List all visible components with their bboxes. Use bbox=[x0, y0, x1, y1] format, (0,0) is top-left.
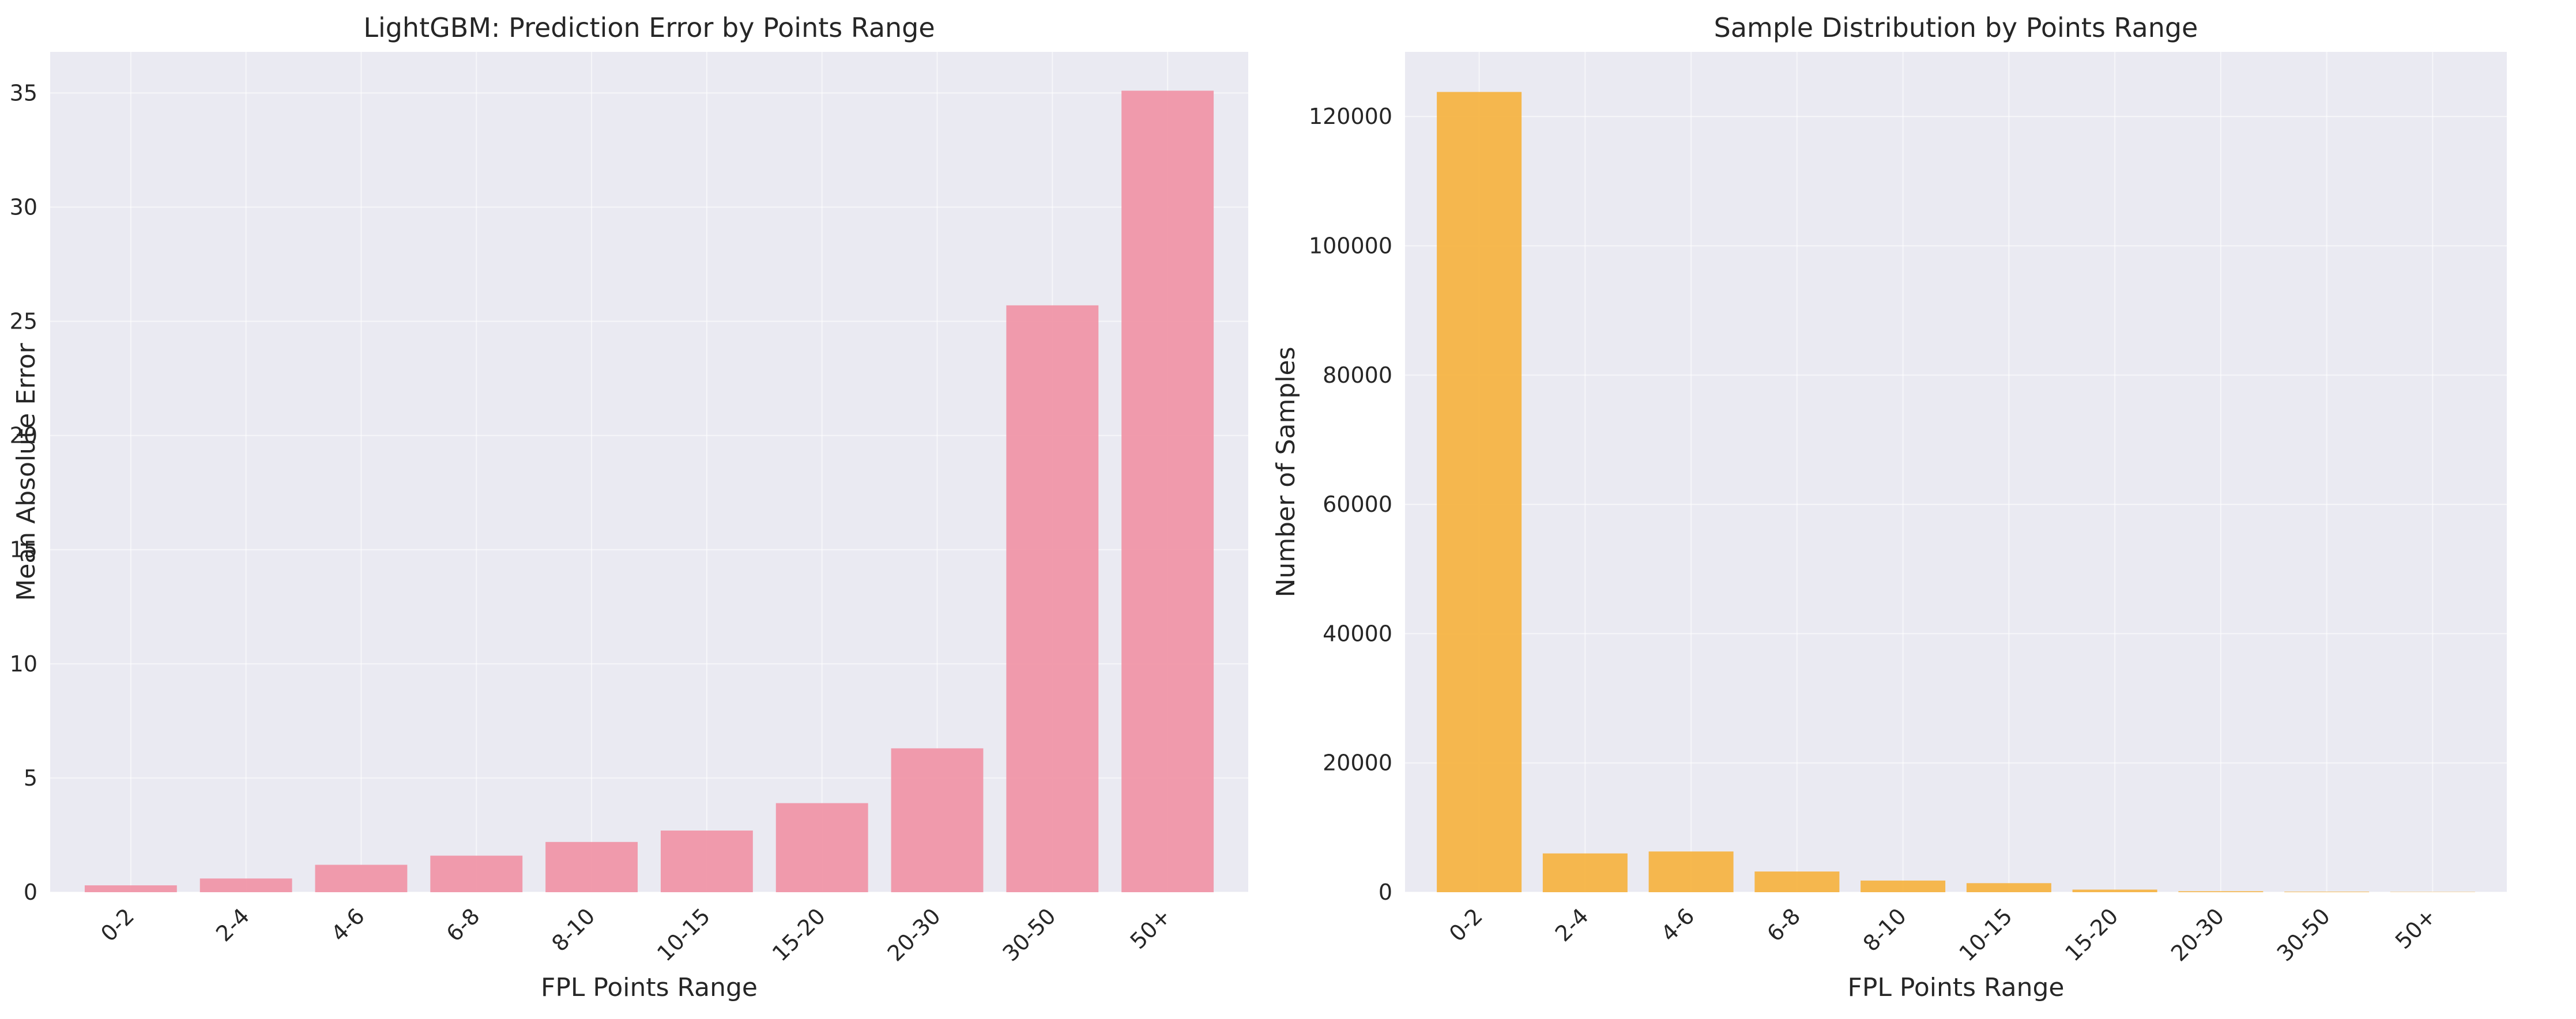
y-tick-label: 25 bbox=[10, 309, 37, 334]
bar-10-15 bbox=[1966, 883, 2051, 892]
bar-50+ bbox=[1121, 90, 1214, 892]
x-tick-label: 50+ bbox=[2390, 903, 2441, 954]
y-tick-label: 10 bbox=[10, 651, 37, 677]
x-tick-label: 15-20 bbox=[2060, 903, 2123, 966]
y-tick-label: 15 bbox=[10, 537, 37, 563]
chart-panel-1: 0 5 10 15 20 25 30 35 0-2 2-4 4-6 6-8 8-10 10-15 15-20… bbox=[10, 12, 1248, 1002]
bar-30-50 bbox=[1006, 305, 1099, 892]
x-tick-label: 4-6 bbox=[326, 903, 370, 946]
bar-20-30 bbox=[891, 748, 984, 892]
y-tick-label: 5 bbox=[24, 765, 37, 791]
x-tick-label: 50+ bbox=[1125, 903, 1176, 954]
x-axis-label-1: FPL Points Range bbox=[541, 973, 758, 1002]
x-tick-label: 0-2 bbox=[96, 903, 139, 946]
bar-8-10 bbox=[545, 841, 638, 892]
x-tick-label: 4-6 bbox=[1656, 903, 1699, 946]
y-axis-label-1: Mean Absolute Error bbox=[12, 342, 41, 601]
bar-2-4 bbox=[199, 878, 292, 892]
bar-2-4 bbox=[1542, 853, 1628, 892]
bar-8-10 bbox=[1861, 880, 1946, 892]
chart-title-2: Sample Distribution by Points Range bbox=[1714, 12, 2198, 43]
y-tick-label: 35 bbox=[10, 80, 37, 105]
bar-20-30 bbox=[2178, 891, 2264, 892]
x-tick-label: 10-15 bbox=[1954, 903, 2017, 966]
x-tick-label: 30-50 bbox=[997, 903, 1060, 966]
y-tick-label: 40000 bbox=[1323, 621, 1392, 646]
x-tick-label: 6-8 bbox=[1762, 903, 1805, 946]
x-tick-label: 30-50 bbox=[2272, 903, 2335, 966]
x-tick-label: 2-4 bbox=[211, 903, 254, 946]
x-tick-label: 15-20 bbox=[767, 903, 830, 966]
y-tick-label: 120000 bbox=[1309, 104, 1392, 129]
bar-6-8 bbox=[1754, 871, 1840, 892]
chart-panel-2: 0 20000 40000 60000 80000 100000 120000 0-2 2-4 4… bbox=[1271, 12, 2507, 1002]
x-tick-label: 20-30 bbox=[2166, 903, 2229, 966]
x-tick-label: 6-8 bbox=[442, 903, 485, 946]
x-tick-label: 20-30 bbox=[883, 903, 946, 966]
y-tick-label: 80000 bbox=[1323, 363, 1392, 388]
plot-area-2 bbox=[1405, 52, 2507, 892]
y-tick-label: 0 bbox=[24, 880, 37, 905]
y-tick-label: 20000 bbox=[1323, 750, 1392, 776]
y-tick-label: 100000 bbox=[1309, 233, 1392, 258]
y-tick-label: 20 bbox=[10, 423, 37, 448]
x-tick-label: 8-10 bbox=[1858, 903, 1911, 956]
y-tick-label: 0 bbox=[1379, 880, 1392, 905]
y-tick-label: 60000 bbox=[1323, 492, 1392, 517]
x-tick-label: 0-2 bbox=[1444, 903, 1487, 946]
bar-4-6 bbox=[1648, 851, 1734, 892]
x-axis-label-2: FPL Points Range bbox=[1848, 973, 2065, 1002]
y-tick-label: 30 bbox=[10, 194, 37, 220]
x-tick-label: 10-15 bbox=[652, 903, 715, 966]
chart-title-1: LightGBM: Prediction Error by Points Ran… bbox=[363, 12, 935, 43]
bar-6-8 bbox=[430, 855, 523, 892]
x-tick-label: 2-4 bbox=[1550, 903, 1594, 946]
bar-15-20 bbox=[2072, 889, 2157, 892]
bar-0-2 bbox=[1437, 92, 1522, 892]
bar-0-2 bbox=[84, 885, 177, 892]
y-axis-label-2: Number of Samples bbox=[1271, 346, 1301, 597]
x-tick-label: 8-10 bbox=[547, 903, 600, 956]
bar-15-20 bbox=[775, 803, 868, 892]
bar-10-15 bbox=[660, 831, 753, 892]
bar-4-6 bbox=[315, 865, 408, 892]
